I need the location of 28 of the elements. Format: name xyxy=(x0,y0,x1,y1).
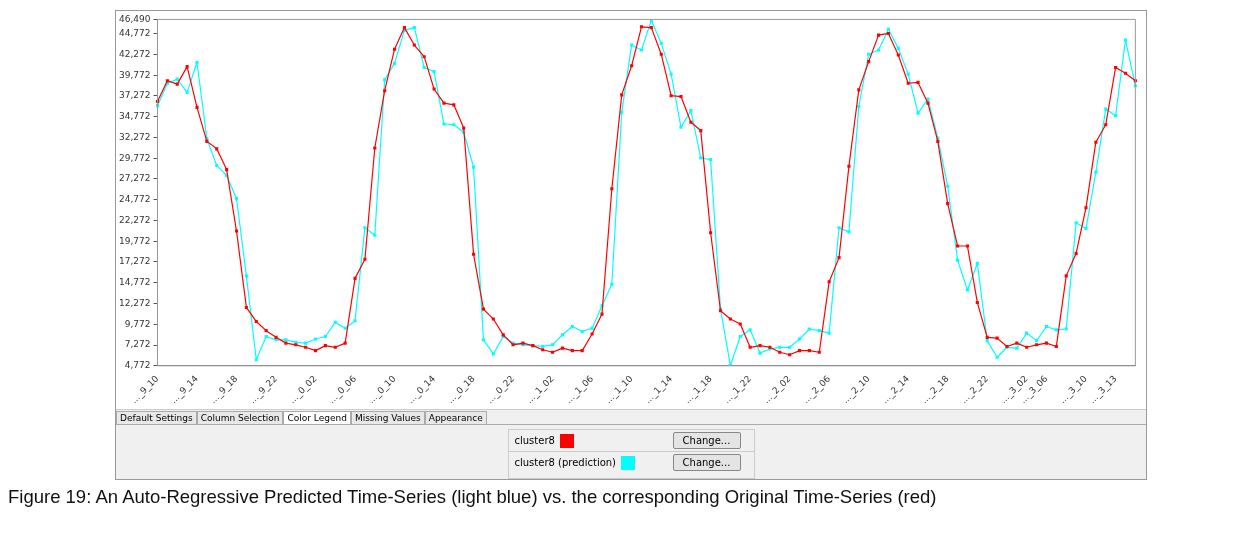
y-tick-label: 9,772 xyxy=(124,318,151,329)
y-tick-label: 46,490 xyxy=(118,13,151,24)
y-tick-label: 22,272 xyxy=(118,214,151,225)
y-tick-label: 4,772 xyxy=(124,360,151,371)
caption: Figure 19: An Auto-Regressive Predicted Time-Series (light blue) vs. the corresponding Original Time-Series (red) xyxy=(8,485,938,509)
y-tick-label: 14,772 xyxy=(118,277,151,288)
legend-label: cluster8 xyxy=(514,435,555,446)
y-tick-label: 12,272 xyxy=(118,297,151,308)
legend-label: cluster8 (prediction) xyxy=(514,457,617,468)
y-tick-label: 39,772 xyxy=(118,69,151,80)
y-tick-label: 34,772 xyxy=(118,111,151,122)
text: Missing Values xyxy=(350,411,425,424)
text: Column Selection xyxy=(196,411,284,424)
text: Change... xyxy=(672,454,741,471)
y-tick-label: 32,272 xyxy=(118,131,151,142)
text: Color Legend xyxy=(283,411,351,424)
text: Default Settings xyxy=(116,411,197,424)
y-tick-label: 19,772 xyxy=(118,235,151,246)
y-tick-label: 44,772 xyxy=(118,28,151,39)
y-tick-label: 24,772 xyxy=(118,194,151,205)
text: Appearance xyxy=(424,411,487,424)
y-tick-label: 37,272 xyxy=(118,90,151,101)
y-tick-label: 42,272 xyxy=(118,48,151,59)
text: Change... xyxy=(672,432,741,449)
y-tick-label: 27,272 xyxy=(118,173,151,184)
y-tick-label: 29,772 xyxy=(118,152,151,163)
y-tick-label: 7,272 xyxy=(124,339,151,350)
y-tick-label: 17,272 xyxy=(118,256,151,267)
